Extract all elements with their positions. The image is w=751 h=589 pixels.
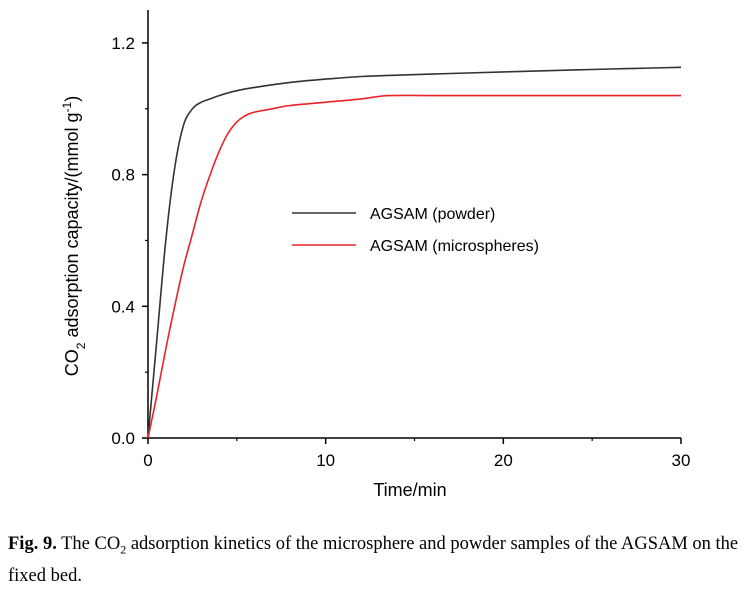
y-axis-title: CO2 adsorption capacity/(mmol g-1) <box>60 96 88 376</box>
plot-lines <box>147 66 682 439</box>
legend-label-2: AGSAM (microspheres) <box>370 238 539 255</box>
axes: 0 10 20 30 0.0 0.4 0.8 1.2 <box>111 10 690 470</box>
y-tick-label: 1.2 <box>111 34 135 53</box>
legend-label-1: AGSAM (powder) <box>370 206 495 223</box>
figure-caption: Fig. 9. The CO2 adsorption kinetics of t… <box>8 534 739 586</box>
x-axis-title: Time/min <box>373 480 446 500</box>
x-tick-label: 0 <box>143 451 152 470</box>
series-line-1 <box>147 66 682 439</box>
x-tick-label: 20 <box>494 451 513 470</box>
series-line-2 <box>147 94 681 439</box>
y-tick-label: 0.8 <box>111 166 135 185</box>
x-tick-label: 10 <box>316 451 335 470</box>
chart: 0 10 20 300.00.40.81.2 AGSAM (powder)AGSAM … <box>60 10 690 500</box>
legend: AGSAM (powder) AGSAM (microspheres) <box>292 206 539 255</box>
y-tick-label: 0.4 <box>111 297 135 316</box>
y-tick-label: 0.0 <box>111 429 135 448</box>
x-tick-label: 30 <box>672 451 691 470</box>
figure-label: Fig. 9. <box>8 534 57 554</box>
